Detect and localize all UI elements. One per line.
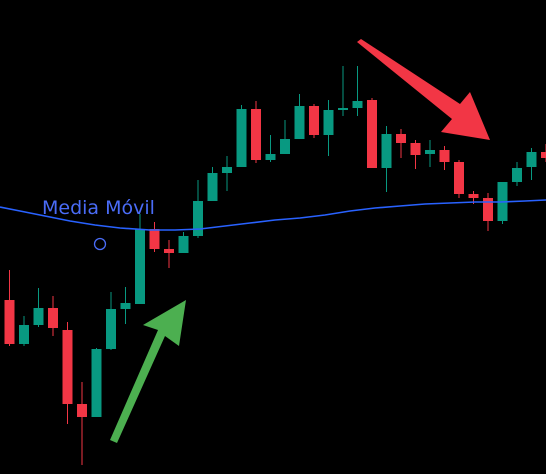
candle-body-up xyxy=(33,308,44,325)
candle-body-up xyxy=(19,325,29,344)
candle-body-up xyxy=(512,168,522,182)
candle-body-up xyxy=(207,173,218,201)
candle-body-up xyxy=(280,139,290,154)
green-up-arrow xyxy=(110,300,186,443)
candle-body-up xyxy=(222,167,232,173)
candle-body-up xyxy=(178,236,189,253)
candle-body-up xyxy=(106,309,116,349)
moving-average-line xyxy=(0,199,546,231)
candle-body-down xyxy=(367,100,377,168)
candle-body-down xyxy=(410,143,421,155)
candle-body-up xyxy=(120,303,131,309)
candle-body-down xyxy=(77,404,87,417)
candle-body-down xyxy=(541,152,546,158)
moving-average-marker xyxy=(93,237,107,251)
candle-body-down xyxy=(251,109,261,160)
candle-body-down xyxy=(149,229,160,249)
candle-body-down xyxy=(483,198,493,221)
candle-body-up xyxy=(193,201,203,236)
candle-body-up xyxy=(526,152,537,167)
candle-body-up xyxy=(338,108,348,110)
candle-body-down xyxy=(454,162,464,194)
candle-body-up xyxy=(236,109,247,167)
moving-average-label: Media Móvil xyxy=(42,197,155,219)
candle-body-down xyxy=(396,134,406,143)
candle-body-up xyxy=(294,106,305,139)
candle-body-up xyxy=(425,150,435,154)
candle-body-down xyxy=(439,150,450,162)
candle-body-down xyxy=(468,194,479,198)
candle-body-down xyxy=(4,300,15,344)
candle-body-down xyxy=(62,330,73,404)
candle-body-down xyxy=(164,249,174,253)
candle-body-up xyxy=(265,154,276,160)
candle-body-up xyxy=(352,101,363,108)
red-down-arrow xyxy=(357,39,490,140)
candle-body-up xyxy=(135,229,145,304)
candle-body-down xyxy=(48,308,58,328)
candle-body-up xyxy=(91,349,102,417)
candle-body-up xyxy=(381,134,392,168)
candle-body-up xyxy=(323,110,334,135)
candle-body-down xyxy=(309,106,319,135)
